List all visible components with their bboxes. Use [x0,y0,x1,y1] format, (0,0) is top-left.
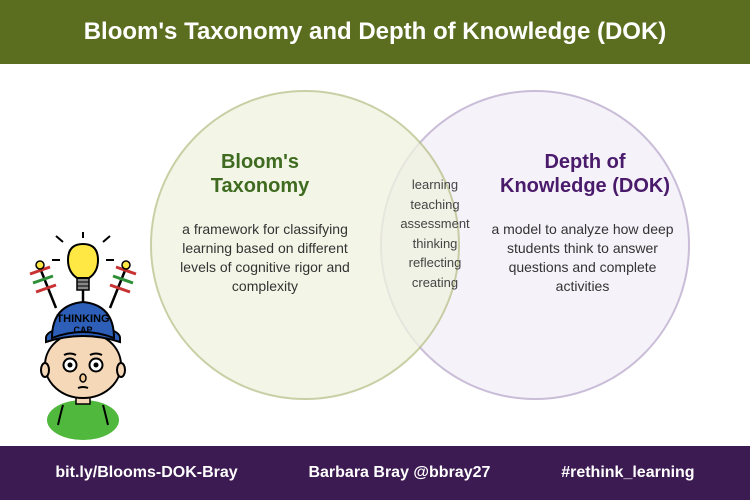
overlap-item: teaching [390,195,480,215]
right-title-text: Depth of Knowledge (DOK) [500,151,670,197]
head [45,332,121,398]
cap-sublabel-text: CAP [73,325,92,335]
overlap-item: creating [390,273,480,293]
left-circle-desc: a framework for classifying learning bas… [170,220,360,296]
overlap-item: thinking [390,234,480,254]
footer-author: Barbara Bray @bbray27 [308,464,490,482]
page-title: Bloom's Taxonomy and Depth of Knowledge … [84,18,667,45]
overlap-item: assessment [390,214,480,234]
footer-link: bit.ly/Blooms-DOK-Bray [55,464,237,482]
antenna-left [30,261,56,308]
shirt [47,400,119,440]
left-title-text: Bloom's Taxonomy [211,151,310,197]
overlap-item: reflecting [390,253,480,273]
lightbulb-icon [52,232,114,302]
overlap-item: learning [390,175,480,195]
footer-hashtag: #rethink_learning [561,464,694,482]
antenna-right [110,261,136,308]
cap-label-text: THINKING [56,313,109,325]
left-circle-title: Bloom's Taxonomy [175,150,345,198]
venn-overlap-list: learningteachingassessmentthinkingreflec… [390,175,480,292]
right-circle-desc: a model to analyze how deep students thi… [490,220,675,296]
right-circle-title: Depth of Knowledge (DOK) [490,150,680,198]
header-banner: Bloom's Taxonomy and Depth of Knowledge … [0,0,750,64]
footer-banner: bit.ly/Blooms-DOK-Bray Barbara Bray @bbr… [0,446,750,500]
thinking-cap-character-icon: THINKING CAP [8,230,158,440]
